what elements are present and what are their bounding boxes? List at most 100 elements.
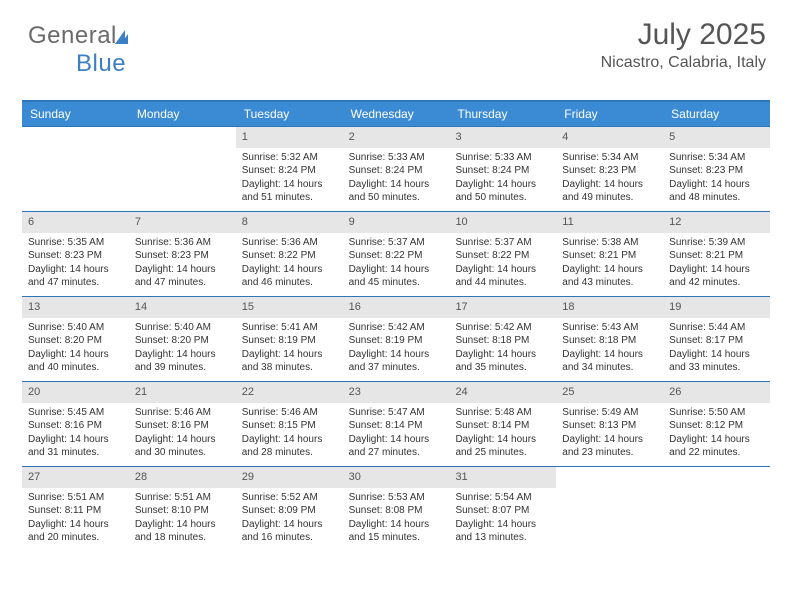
sunrise-text: Sunrise: 5:32 AM xyxy=(242,151,337,165)
sunrise-text: Sunrise: 5:54 AM xyxy=(455,491,550,505)
day-details: Sunrise: 5:51 AMSunset: 8:11 PMDaylight:… xyxy=(22,488,129,551)
week-row: 6Sunrise: 5:35 AMSunset: 8:23 PMDaylight… xyxy=(22,211,770,296)
daylight-text: Daylight: 14 hours and 50 minutes. xyxy=(455,178,550,205)
daylight-text: Daylight: 14 hours and 45 minutes. xyxy=(349,263,444,290)
day-details: Sunrise: 5:52 AMSunset: 8:09 PMDaylight:… xyxy=(236,488,343,551)
week-row: 1Sunrise: 5:32 AMSunset: 8:24 PMDaylight… xyxy=(22,126,770,211)
daylight-text: Daylight: 14 hours and 38 minutes. xyxy=(242,348,337,375)
day-number: 14 xyxy=(129,297,236,318)
day-number: 20 xyxy=(22,382,129,403)
sunset-text: Sunset: 8:22 PM xyxy=(242,249,337,263)
sunrise-text: Sunrise: 5:44 AM xyxy=(669,321,764,335)
day-details: Sunrise: 5:46 AMSunset: 8:15 PMDaylight:… xyxy=(236,403,343,466)
week-row: 27Sunrise: 5:51 AMSunset: 8:11 PMDayligh… xyxy=(22,466,770,551)
sunrise-text: Sunrise: 5:37 AM xyxy=(349,236,444,250)
sunset-text: Sunset: 8:21 PM xyxy=(669,249,764,263)
sunset-text: Sunset: 8:15 PM xyxy=(242,419,337,433)
daylight-text: Daylight: 14 hours and 46 minutes. xyxy=(242,263,337,290)
sunset-text: Sunset: 8:22 PM xyxy=(349,249,444,263)
sunset-text: Sunset: 8:17 PM xyxy=(669,334,764,348)
sunset-text: Sunset: 8:08 PM xyxy=(349,504,444,518)
sunrise-text: Sunrise: 5:45 AM xyxy=(28,406,123,420)
sunrise-text: Sunrise: 5:36 AM xyxy=(242,236,337,250)
day-cell: 7Sunrise: 5:36 AMSunset: 8:23 PMDaylight… xyxy=(129,212,236,296)
sunset-text: Sunset: 8:16 PM xyxy=(135,419,230,433)
day-cell: 4Sunrise: 5:34 AMSunset: 8:23 PMDaylight… xyxy=(556,127,663,211)
day-cell: 26Sunrise: 5:50 AMSunset: 8:12 PMDayligh… xyxy=(663,382,770,466)
daylight-text: Daylight: 14 hours and 47 minutes. xyxy=(28,263,123,290)
day-number: 25 xyxy=(556,382,663,403)
day-cell: 31Sunrise: 5:54 AMSunset: 8:07 PMDayligh… xyxy=(449,467,556,551)
day-number: 3 xyxy=(449,127,556,148)
daylight-text: Daylight: 14 hours and 34 minutes. xyxy=(562,348,657,375)
day-details: Sunrise: 5:36 AMSunset: 8:22 PMDaylight:… xyxy=(236,233,343,296)
day-cell: 23Sunrise: 5:47 AMSunset: 8:14 PMDayligh… xyxy=(343,382,450,466)
day-cell xyxy=(22,127,129,211)
daylight-text: Daylight: 14 hours and 22 minutes. xyxy=(669,433,764,460)
day-details: Sunrise: 5:32 AMSunset: 8:24 PMDaylight:… xyxy=(236,148,343,211)
sunrise-text: Sunrise: 5:40 AM xyxy=(135,321,230,335)
sunrise-text: Sunrise: 5:41 AM xyxy=(242,321,337,335)
day-details: Sunrise: 5:36 AMSunset: 8:23 PMDaylight:… xyxy=(129,233,236,296)
day-cell: 21Sunrise: 5:46 AMSunset: 8:16 PMDayligh… xyxy=(129,382,236,466)
day-details: Sunrise: 5:33 AMSunset: 8:24 PMDaylight:… xyxy=(343,148,450,211)
day-cell: 29Sunrise: 5:52 AMSunset: 8:09 PMDayligh… xyxy=(236,467,343,551)
day-cell: 20Sunrise: 5:45 AMSunset: 8:16 PMDayligh… xyxy=(22,382,129,466)
sunset-text: Sunset: 8:13 PM xyxy=(562,419,657,433)
day-details: Sunrise: 5:54 AMSunset: 8:07 PMDaylight:… xyxy=(449,488,556,551)
day-cell: 25Sunrise: 5:49 AMSunset: 8:13 PMDayligh… xyxy=(556,382,663,466)
sunset-text: Sunset: 8:23 PM xyxy=(28,249,123,263)
logo-text-gray: General xyxy=(28,22,117,49)
day-number: 11 xyxy=(556,212,663,233)
day-details: Sunrise: 5:42 AMSunset: 8:18 PMDaylight:… xyxy=(449,318,556,381)
day-cell: 18Sunrise: 5:43 AMSunset: 8:18 PMDayligh… xyxy=(556,297,663,381)
day-details: Sunrise: 5:42 AMSunset: 8:19 PMDaylight:… xyxy=(343,318,450,381)
sunrise-text: Sunrise: 5:34 AM xyxy=(562,151,657,165)
daylight-text: Daylight: 14 hours and 49 minutes. xyxy=(562,178,657,205)
day-details: Sunrise: 5:43 AMSunset: 8:18 PMDaylight:… xyxy=(556,318,663,381)
day-details: Sunrise: 5:34 AMSunset: 8:23 PMDaylight:… xyxy=(556,148,663,211)
day-cell: 12Sunrise: 5:39 AMSunset: 8:21 PMDayligh… xyxy=(663,212,770,296)
sunset-text: Sunset: 8:22 PM xyxy=(455,249,550,263)
day-details: Sunrise: 5:41 AMSunset: 8:19 PMDaylight:… xyxy=(236,318,343,381)
day-cell: 30Sunrise: 5:53 AMSunset: 8:08 PMDayligh… xyxy=(343,467,450,551)
day-number: 30 xyxy=(343,467,450,488)
sunrise-text: Sunrise: 5:52 AM xyxy=(242,491,337,505)
day-cell xyxy=(129,127,236,211)
sunset-text: Sunset: 8:19 PM xyxy=(349,334,444,348)
sunrise-text: Sunrise: 5:50 AM xyxy=(669,406,764,420)
sunset-text: Sunset: 8:20 PM xyxy=(135,334,230,348)
day-details: Sunrise: 5:37 AMSunset: 8:22 PMDaylight:… xyxy=(449,233,556,296)
sunrise-text: Sunrise: 5:33 AM xyxy=(455,151,550,165)
sunset-text: Sunset: 8:24 PM xyxy=(242,164,337,178)
day-number: 7 xyxy=(129,212,236,233)
day-header: Sunday xyxy=(22,102,129,126)
title-area: July 2025 Nicastro, Calabria, Italy xyxy=(601,18,766,72)
day-cell: 5Sunrise: 5:34 AMSunset: 8:23 PMDaylight… xyxy=(663,127,770,211)
day-cell xyxy=(663,467,770,551)
day-number: 22 xyxy=(236,382,343,403)
day-number: 12 xyxy=(663,212,770,233)
day-details: Sunrise: 5:39 AMSunset: 8:21 PMDaylight:… xyxy=(663,233,770,296)
logo-text-blue: Blue xyxy=(76,50,126,77)
sunrise-text: Sunrise: 5:39 AM xyxy=(669,236,764,250)
day-number: 9 xyxy=(343,212,450,233)
sunset-text: Sunset: 8:09 PM xyxy=(242,504,337,518)
day-cell: 13Sunrise: 5:40 AMSunset: 8:20 PMDayligh… xyxy=(22,297,129,381)
sunset-text: Sunset: 8:21 PM xyxy=(562,249,657,263)
sunset-text: Sunset: 8:18 PM xyxy=(562,334,657,348)
sunrise-text: Sunrise: 5:49 AM xyxy=(562,406,657,420)
day-number: 28 xyxy=(129,467,236,488)
day-details: Sunrise: 5:49 AMSunset: 8:13 PMDaylight:… xyxy=(556,403,663,466)
day-number: 29 xyxy=(236,467,343,488)
sunset-text: Sunset: 8:23 PM xyxy=(562,164,657,178)
day-cell: 11Sunrise: 5:38 AMSunset: 8:21 PMDayligh… xyxy=(556,212,663,296)
sunrise-text: Sunrise: 5:42 AM xyxy=(349,321,444,335)
day-details: Sunrise: 5:40 AMSunset: 8:20 PMDaylight:… xyxy=(22,318,129,381)
day-number: 10 xyxy=(449,212,556,233)
sunrise-text: Sunrise: 5:43 AM xyxy=(562,321,657,335)
daylight-text: Daylight: 14 hours and 31 minutes. xyxy=(28,433,123,460)
day-number: 1 xyxy=(236,127,343,148)
daylight-text: Daylight: 14 hours and 42 minutes. xyxy=(669,263,764,290)
daylight-text: Daylight: 14 hours and 20 minutes. xyxy=(28,518,123,545)
